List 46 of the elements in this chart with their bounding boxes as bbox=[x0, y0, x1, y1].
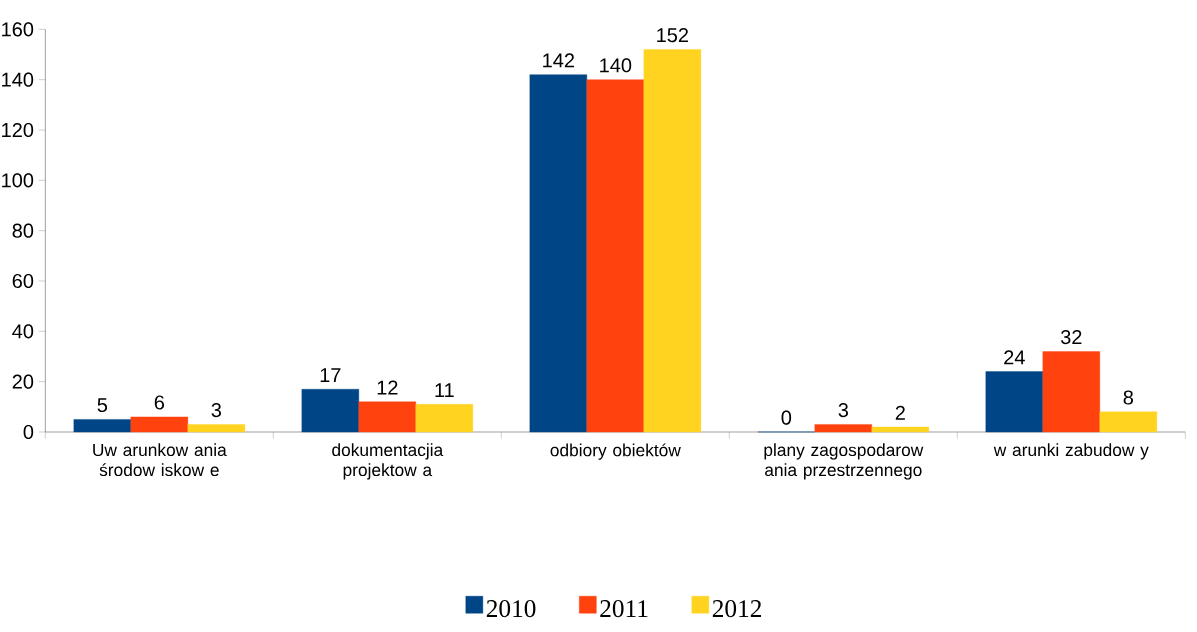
bar bbox=[1042, 351, 1101, 433]
data-label: 0 bbox=[781, 410, 792, 425]
x-tick-label: Uw arunkow ania środow iskow e bbox=[93, 443, 227, 477]
data-label: 142 bbox=[543, 53, 575, 68]
data-label: 140 bbox=[600, 58, 632, 73]
bar bbox=[415, 404, 474, 433]
bar bbox=[1099, 411, 1158, 433]
data-label: 24 bbox=[1004, 350, 1025, 365]
bar bbox=[814, 424, 873, 433]
x-tick-label: plany zagospodarow ania przestrzennego bbox=[764, 443, 924, 480]
bar bbox=[985, 371, 1044, 433]
bar bbox=[643, 49, 702, 433]
data-label: 152 bbox=[657, 27, 689, 43]
bar bbox=[871, 426, 930, 433]
bar bbox=[130, 416, 189, 433]
y-tick-label: 140 bbox=[2, 72, 34, 87]
x-tick-label: w arunki zabudow y bbox=[993, 443, 1149, 460]
data-label: 12 bbox=[377, 380, 398, 395]
data-label: 8 bbox=[1123, 390, 1134, 405]
y-tick-label: 120 bbox=[2, 122, 34, 138]
data-label: 2 bbox=[895, 405, 905, 420]
bar bbox=[73, 419, 132, 433]
legend-label: 2011 bbox=[600, 600, 648, 618]
y-tick-label: 60 bbox=[12, 273, 34, 289]
data-label: 32 bbox=[1060, 329, 1082, 345]
bar bbox=[586, 79, 645, 433]
y-tick-label: 20 bbox=[12, 374, 34, 389]
bar bbox=[301, 389, 360, 433]
x-tick-label: odbiory obiektów bbox=[550, 443, 681, 460]
x-tick-label: dokumentacjia projektow a bbox=[332, 443, 444, 480]
data-label: 6 bbox=[154, 395, 165, 410]
y-tick-label: 80 bbox=[12, 223, 34, 238]
data-label: 17 bbox=[320, 368, 341, 382]
legend-label: 2012 bbox=[712, 600, 761, 618]
legend-label: 2010 bbox=[486, 600, 536, 618]
y-tick-label: 100 bbox=[2, 173, 34, 188]
data-label: 3 bbox=[838, 402, 849, 418]
data-label: 11 bbox=[435, 383, 454, 397]
data-label: 3 bbox=[211, 402, 222, 418]
bar bbox=[529, 74, 588, 433]
bar bbox=[358, 401, 417, 433]
y-tick-label: 40 bbox=[12, 324, 34, 339]
y-tick-label: 160 bbox=[2, 22, 34, 37]
bar bbox=[187, 424, 246, 433]
y-tick-label: 0 bbox=[23, 424, 34, 440]
data-label: 5 bbox=[97, 398, 108, 413]
